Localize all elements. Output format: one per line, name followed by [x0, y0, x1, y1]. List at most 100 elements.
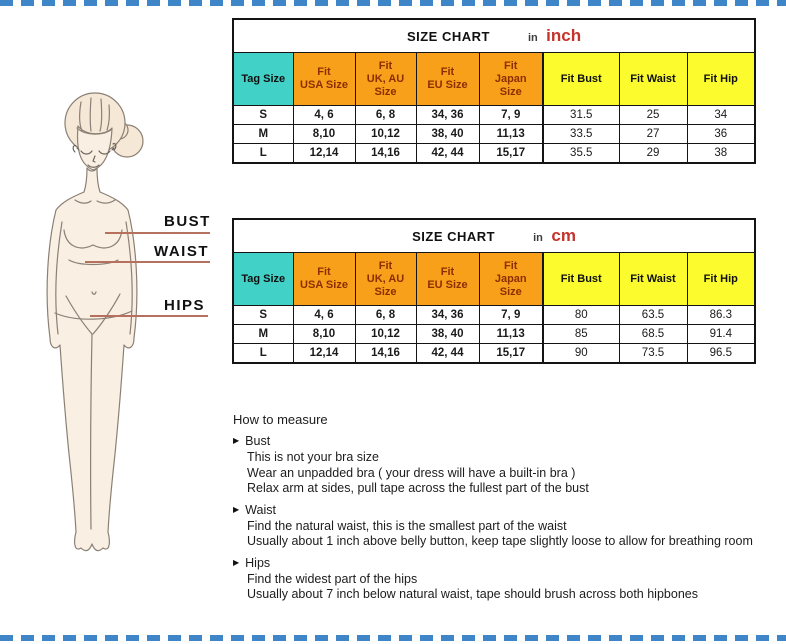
instruction-line: Wear an unpadded bra ( your dress will h…: [247, 465, 576, 480]
size-cell: 6, 8: [354, 105, 417, 125]
hips-pointer-line: [90, 315, 208, 317]
size-cell: 14,16: [354, 143, 417, 164]
size-cell: 38, 40: [415, 324, 480, 344]
size-chart-cm-title-row: SIZE CHART in cm: [232, 218, 756, 253]
size-cell: 6, 8: [354, 305, 417, 325]
tag-size-cell: L: [232, 143, 294, 164]
instruction-line: Usually about 7 inch below natural waist…: [247, 587, 698, 601]
size-cell: 10,12: [354, 324, 417, 344]
size-chart-inch-title-row: SIZE CHART in inch: [232, 18, 756, 53]
col-header-uk-au-size: Fit UK, AU Size: [354, 252, 417, 306]
size-cell: 12,14: [292, 143, 356, 164]
size-chart-cm-title: SIZE CHART: [412, 229, 496, 244]
measure-cell: 85: [542, 324, 620, 344]
tag-size-cell: S: [232, 305, 294, 325]
instruction-line: Find the natural waist, this is the smal…: [247, 518, 567, 533]
measure-cell: 96.5: [686, 343, 756, 364]
bullet-arrow-icon: ▶: [233, 504, 240, 514]
size-chart-inch-table: SIZE CHART in inch Tag Size Fit USA Size…: [232, 18, 757, 164]
instruction-line: Usually about 1 inch above belly button,…: [247, 534, 753, 548]
hips-label: HIPS: [164, 297, 206, 314]
how-to-measure-section: How to measure ▶ Bust This is not your b…: [233, 412, 781, 603]
hair-fringe: [76, 97, 113, 135]
col-header-japan-size: Fit Japan Size: [478, 252, 544, 306]
dashed-border-bottom: [0, 635, 786, 641]
unit-inch: inch: [546, 26, 582, 45]
measure-cell: 90: [542, 343, 620, 364]
measure-cell: 80: [542, 305, 620, 325]
measure-cell: 73.5: [618, 343, 688, 364]
section-label: Waist: [245, 502, 276, 517]
size-cell: 42, 44: [415, 343, 480, 364]
size-chart-cm-header-row: Tag Size Fit USA Size Fit UK, AU Size Fi…: [232, 252, 756, 306]
col-header-fit-hip: Fit Hip: [686, 52, 756, 106]
size-cell: 15,17: [478, 343, 544, 364]
size-cell: 34, 36: [415, 305, 480, 325]
size-cell: 34, 36: [415, 105, 480, 125]
col-header-fit-waist: Fit Waist: [618, 252, 688, 306]
dashed-border-top: [0, 0, 786, 6]
waist-instructions: ▶ Waist Find the natural waist, this is …: [233, 503, 781, 550]
col-header-japan-size: Fit Japan Size: [478, 52, 544, 106]
unit-prefix: in: [527, 32, 538, 44]
measure-cell: 34: [686, 105, 756, 125]
size-cell: 8,10: [292, 124, 356, 144]
size-cell: 14,16: [354, 343, 417, 364]
size-cell: 8,10: [292, 324, 356, 344]
measure-cell: 29: [618, 143, 688, 164]
section-label: Bust: [245, 434, 271, 448]
bust-label: BUST: [164, 213, 211, 230]
col-header-fit-bust: Fit Bust: [542, 252, 620, 306]
hips-instructions: ▶ Hips Find the widest part of the hips …: [233, 556, 781, 603]
col-header-uk-au-size: Fit UK, AU Size: [354, 52, 417, 106]
tag-size-cell: L: [232, 343, 294, 364]
col-header-fit-hip: Fit Hip: [686, 252, 756, 306]
measure-cell: 33.5: [542, 124, 620, 144]
measure-cell: 38: [686, 143, 756, 164]
measure-cell: 31.5: [542, 105, 620, 125]
unit-cm: cm: [551, 226, 576, 245]
size-cell: 12,14: [292, 343, 356, 364]
measure-cell: 86.3: [686, 305, 756, 325]
instruction-line: This is not your bra size: [247, 450, 379, 464]
bust-instructions: ▶ Bust This is not your bra size Wear an…: [233, 434, 781, 497]
size-cell: 7, 9: [478, 305, 544, 325]
col-header-tag-size: Tag Size: [232, 52, 294, 106]
size-cell: 11,13: [478, 124, 544, 144]
size-row-m: M 8,10 10,12 38, 40 11,13 33.5 27 36: [232, 124, 756, 144]
section-label: Hips: [245, 555, 271, 570]
measure-cell: 27: [618, 124, 688, 144]
size-chart-inch-title: SIZE CHART: [406, 29, 490, 44]
size-cell: 7, 9: [478, 105, 544, 125]
tag-size-cell: M: [232, 124, 294, 144]
waist-label: WAIST: [154, 243, 209, 260]
col-header-fit-waist: Fit Waist: [618, 52, 688, 106]
size-cell: 15,17: [478, 143, 544, 164]
size-cell: 38, 40: [415, 124, 480, 144]
col-header-usa-size: Fit USA Size: [292, 252, 356, 306]
measure-cell: 91.4: [686, 324, 756, 344]
tag-size-cell: S: [232, 105, 294, 125]
measure-cell: 35.5: [542, 143, 620, 164]
size-row-l: L 12,14 14,16 42, 44 15,17 35.5 29 38: [232, 143, 756, 164]
size-cell: 4, 6: [292, 105, 356, 125]
size-row-s: S 4, 6 6, 8 34, 36 7, 9 80 63.5 86.3: [232, 305, 756, 325]
size-chart-cm-table: SIZE CHART in cm Tag Size Fit USA Size F…: [232, 218, 757, 364]
col-header-eu-size: Fit EU Size: [415, 52, 480, 106]
col-header-usa-size: Fit USA Size: [292, 52, 356, 106]
how-to-measure-heading: How to measure: [233, 412, 328, 427]
measure-cell: 25: [618, 105, 688, 125]
unit-prefix: in: [533, 232, 543, 244]
size-cell: 10,12: [354, 124, 417, 144]
col-header-eu-size: Fit EU Size: [415, 252, 480, 306]
body-figure-illustration: [46, 92, 144, 552]
size-row-l: L 12,14 14,16 42, 44 15,17 90 73.5 96.5: [232, 343, 756, 364]
measure-cell: 36: [686, 124, 756, 144]
waist-pointer-line: [85, 261, 210, 263]
instruction-line: Relax arm at sides, pull tape across the…: [247, 481, 589, 495]
col-header-tag-size: Tag Size: [232, 252, 294, 306]
measure-cell: 63.5: [618, 305, 688, 325]
tag-size-cell: M: [232, 324, 294, 344]
face-features: [72, 142, 117, 168]
